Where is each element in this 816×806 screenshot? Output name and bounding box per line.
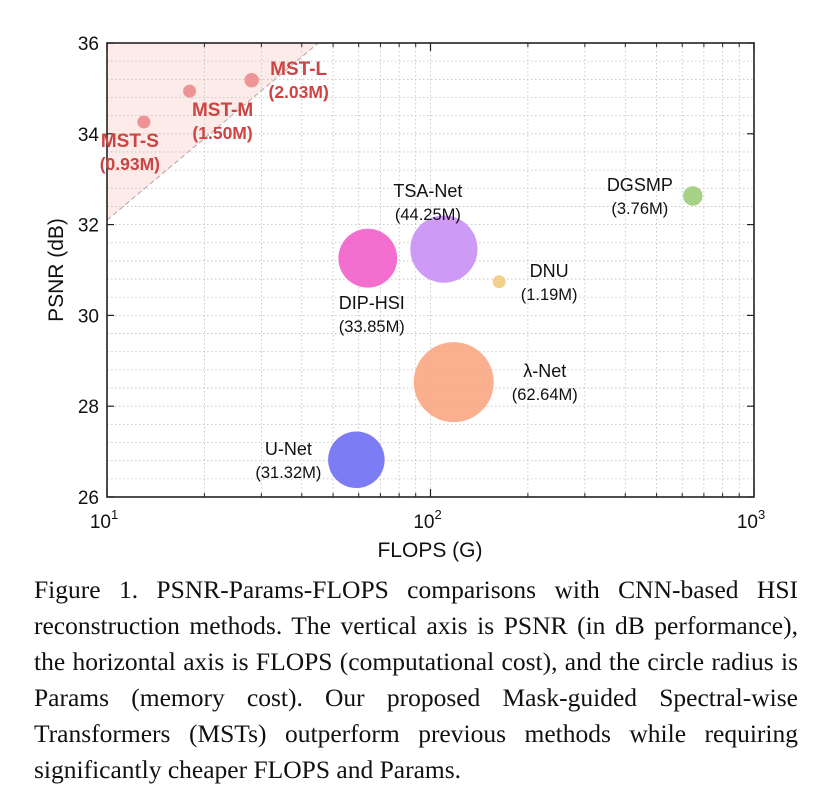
- label-mst-l-name: MST-L: [270, 59, 327, 80]
- label--net-params: (62.64M): [512, 386, 578, 404]
- y-tick-label: 32: [78, 216, 99, 237]
- label-dip-hsi-params: (33.85M): [339, 318, 405, 336]
- label-u-net-params: (31.32M): [255, 464, 321, 482]
- label--net-name: λ-Net: [523, 361, 566, 381]
- y-tick-label: 26: [78, 488, 99, 509]
- x-tick-label: 102: [413, 507, 441, 533]
- label-mst-m-name: MST-M: [192, 100, 253, 121]
- label-dnu-params: (1.19M): [521, 286, 578, 304]
- y-tick-label: 30: [78, 306, 99, 327]
- point-dgsmp: [683, 186, 703, 206]
- label-mst-s-name: MST-S: [101, 131, 159, 152]
- label-dgsmp-name: DGSMP: [607, 175, 673, 195]
- highlight-boundary: [106, 42, 319, 221]
- point-dnu: [492, 275, 506, 289]
- point-u-net: [328, 431, 385, 489]
- x-axis-label: FLOPS (G): [377, 539, 482, 562]
- x-tick-label: 103: [737, 507, 765, 533]
- point-mst-s: [137, 115, 151, 129]
- label-mst-l-params: (2.03M): [269, 82, 329, 102]
- y-tick-label: 34: [78, 125, 100, 146]
- label-mst-m-params: (1.50M): [192, 123, 252, 143]
- point-mst-l: [244, 73, 259, 88]
- axis-ticks: 26 28 30 32 34 36 101 102 103: [78, 34, 765, 533]
- label-u-net-name: U-Net: [265, 439, 312, 459]
- y-tick-label: 36: [78, 34, 99, 55]
- figure-caption: Figure 1. PSNR-Params-FLOPS comparisons …: [34, 575, 798, 784]
- point-labels: MST-S(0.93M) MST-M(1.50M) MST-L(2.03M) TSA-…: [100, 59, 673, 482]
- label-dgsmp-params: (3.76M): [611, 200, 668, 218]
- data-points: [137, 73, 703, 489]
- point-dip-hsi: [338, 228, 398, 288]
- point-mst-m: [183, 84, 197, 98]
- y-tick-label: 28: [78, 397, 99, 418]
- label-tsa-net-params: (44.25M): [395, 206, 461, 224]
- point-tsa-net: [410, 215, 478, 283]
- highlight-region: [106, 42, 319, 221]
- y-axis-label: PSNR (dB): [45, 218, 68, 322]
- label-dip-hsi-name: DIP-HSI: [339, 293, 405, 313]
- x-tick-label: 101: [90, 507, 118, 533]
- label-tsa-net-name: TSA-Net: [393, 181, 462, 201]
- point--net: [413, 342, 494, 423]
- label-dnu-name: DNU: [530, 261, 569, 281]
- label-mst-s-params: (0.93M): [100, 154, 160, 174]
